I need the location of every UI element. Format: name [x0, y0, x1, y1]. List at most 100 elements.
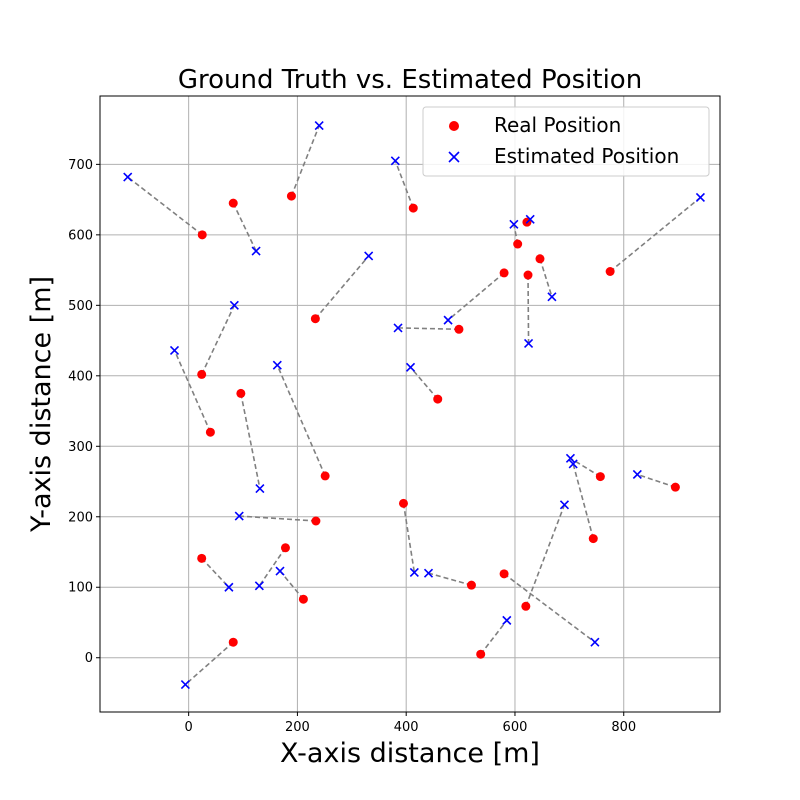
real-position-point — [476, 649, 486, 659]
error-link-line — [637, 473, 676, 488]
estimated-position-point — [423, 568, 434, 578]
estimated-position-point — [314, 121, 324, 131]
legend-box — [422, 106, 710, 177]
real-position-point — [466, 580, 476, 590]
real-position-point — [513, 239, 523, 249]
x-axis-label: X-axis distance [m] — [280, 738, 540, 769]
error-link-line — [527, 275, 530, 344]
estimated-position-point — [547, 292, 557, 302]
y-tick-label: 600 — [68, 228, 93, 243]
real-position-point — [454, 324, 464, 334]
estimated-position-point — [180, 679, 190, 690]
legend-real-label: Real Position — [494, 113, 621, 137]
real-position-point — [499, 569, 509, 579]
estimated-position-point — [275, 566, 285, 576]
estimated-position-point — [255, 484, 265, 494]
legend-estimated-label: Estimated Position — [494, 144, 679, 168]
error-link-line — [127, 176, 203, 236]
real-position-point — [320, 471, 330, 481]
estimated-position-point — [409, 567, 419, 578]
x-tick-label: 0 — [185, 720, 193, 735]
estimated-position-point — [590, 637, 600, 647]
error-link-line — [480, 619, 508, 655]
estimated-position-point — [251, 246, 261, 256]
error-link-line — [525, 504, 566, 607]
real-position-point — [286, 191, 296, 201]
error-link-line — [394, 160, 415, 209]
real-position-point — [197, 553, 207, 563]
error-link-line — [200, 304, 236, 375]
estimated-position-point — [254, 581, 264, 591]
real-position-point — [605, 266, 615, 276]
chart-title: Ground Truth vs. Estimated Position — [178, 65, 642, 95]
real-position-point — [398, 498, 408, 508]
legend: Real Position Estimated Position — [422, 106, 710, 177]
error-link-line — [232, 202, 257, 252]
estimated-position-point — [234, 511, 244, 521]
error-link-line — [276, 364, 326, 477]
error-link-line — [402, 503, 416, 573]
estimated-position-point — [229, 300, 239, 310]
y-tick-label: 400 — [68, 369, 93, 384]
real-position-point — [228, 637, 238, 647]
real-position-point — [535, 254, 545, 264]
real-position-point — [408, 203, 418, 213]
real-position-point — [311, 516, 321, 526]
error-link-line — [314, 255, 370, 320]
error-link-line — [290, 125, 320, 197]
axis-ticks: 0 200 400 600 800 0 100 200 300 400 500 600 700 — [68, 158, 636, 735]
error-link-line — [398, 327, 459, 331]
plot-frame — [99, 95, 721, 713]
y-tick-label: 0 — [85, 651, 93, 666]
estimated-position-point — [568, 459, 578, 469]
estimated-position-point — [525, 214, 535, 224]
error-link-line — [539, 258, 553, 298]
y-tick-label: 700 — [68, 158, 93, 173]
error-link-line — [258, 547, 287, 587]
estimated-position-point — [695, 192, 705, 203]
real-position-point — [499, 268, 509, 278]
x-tick-label: 400 — [394, 720, 419, 735]
error-link-line — [447, 272, 505, 321]
x-tick-label: 200 — [285, 720, 310, 735]
real-position-point — [197, 230, 207, 240]
real-position-point — [588, 534, 598, 544]
y-tick-label: 200 — [68, 510, 93, 525]
estimated-position-point — [632, 469, 642, 480]
real-position-point — [205, 427, 215, 437]
legend-real-marker — [449, 121, 459, 131]
x-tick-label: 800 — [611, 720, 636, 735]
error-link-line — [173, 350, 212, 433]
y-tick-label: 500 — [68, 299, 93, 314]
estimated-position-point — [393, 323, 403, 333]
error-link-line — [184, 641, 234, 686]
estimated-position-point — [272, 360, 282, 370]
real-position-point — [310, 314, 320, 324]
estimated-position-point — [523, 338, 534, 348]
real-position-point — [521, 601, 531, 611]
estimated-position-point — [509, 219, 519, 229]
y-axis-label: Y-axis distance [m] — [26, 276, 57, 533]
estimated-position-point — [405, 362, 416, 372]
real-position-point — [280, 543, 290, 553]
real-position-point — [670, 482, 680, 492]
error-link-line — [240, 393, 261, 489]
legend-estimated-marker — [448, 151, 460, 163]
estimated-position-point — [123, 172, 133, 182]
estimated-position-point — [559, 500, 570, 510]
error-link-line — [572, 463, 595, 539]
real-position-point — [595, 472, 605, 482]
real-position-point — [298, 594, 308, 604]
error-link-line — [503, 573, 596, 643]
estimated-position-point — [565, 453, 576, 463]
error-link-line — [409, 366, 439, 400]
estimated-position-point — [364, 251, 374, 261]
estimated-position-point — [169, 345, 180, 356]
estimated-position-point — [224, 582, 234, 592]
error-link-line — [239, 515, 316, 522]
error-links — [127, 125, 701, 686]
error-link-line — [279, 570, 305, 600]
error-link-line — [201, 557, 230, 588]
error-link-line — [609, 196, 701, 273]
